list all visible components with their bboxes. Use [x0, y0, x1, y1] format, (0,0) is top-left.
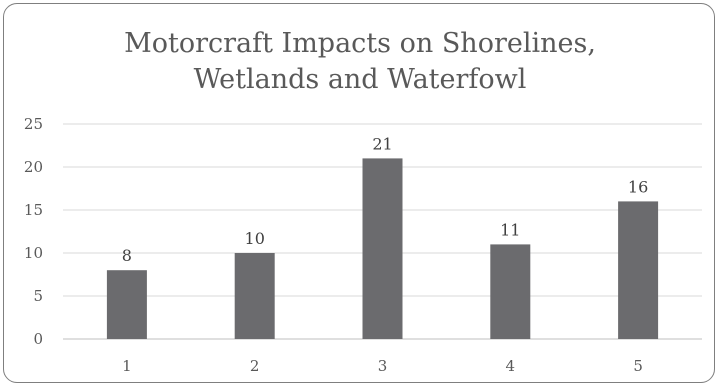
- x-tick-label: 2: [250, 357, 260, 375]
- x-tick-label: 3: [378, 357, 388, 375]
- bar: [490, 244, 531, 339]
- chart-title-line-2: Wetlands and Waterfowl: [193, 64, 527, 95]
- data-label: 10: [245, 229, 265, 248]
- y-tick-label: 20: [24, 158, 43, 176]
- data-labels: 8 10 21 11 16: [122, 134, 648, 265]
- y-tick-label: 0: [33, 330, 43, 348]
- bar: [234, 253, 275, 339]
- bars: [106, 158, 659, 339]
- data-label: 16: [628, 177, 648, 196]
- bar: [618, 201, 659, 339]
- x-axis-ticks: 1 2 3 4 5: [122, 357, 643, 375]
- bar: [106, 270, 147, 339]
- chart-title-line-1: Motorcraft Impacts on Shorelines,: [124, 28, 596, 59]
- x-tick-label: 4: [506, 357, 516, 375]
- y-axis-ticks: 0 5 10 15 20 25: [24, 115, 43, 348]
- data-label: 21: [372, 134, 392, 153]
- bar: [362, 158, 403, 339]
- y-tick-label: 15: [24, 201, 43, 219]
- y-tick-label: 25: [24, 115, 43, 133]
- x-tick-label: 1: [122, 357, 132, 375]
- x-tick-label: 5: [633, 357, 643, 375]
- data-label: 11: [500, 220, 520, 239]
- y-tick-label: 5: [33, 287, 43, 305]
- data-label: 8: [122, 246, 132, 265]
- y-tick-label: 10: [24, 244, 43, 262]
